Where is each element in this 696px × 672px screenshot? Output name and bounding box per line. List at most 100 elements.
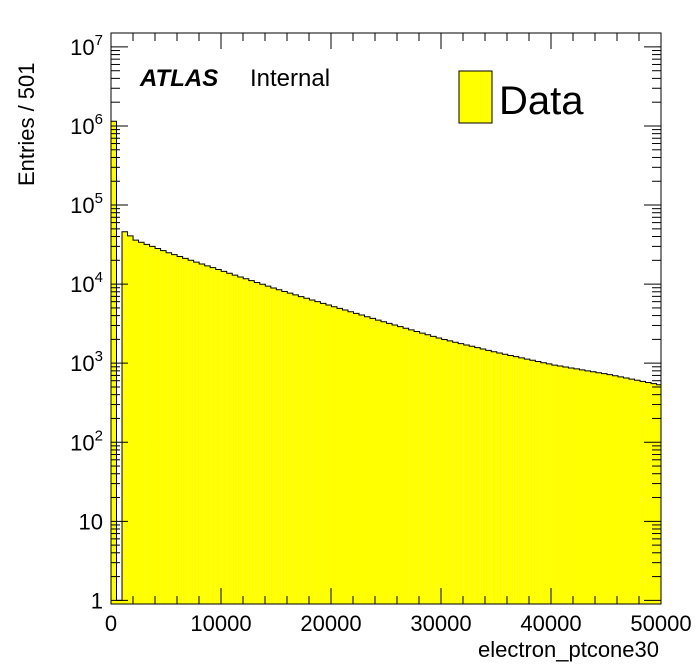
histogram-bin [298, 296, 304, 604]
histogram-bin [595, 372, 602, 604]
histogram-bin [562, 367, 569, 604]
histogram-bin [160, 250, 167, 605]
histogram-bin [425, 334, 431, 604]
y-tick-label: 104 [70, 269, 103, 297]
histogram-bin [221, 271, 227, 604]
histogram-bin [193, 262, 200, 604]
histogram-bin [485, 350, 492, 604]
histogram-bin [436, 337, 442, 604]
histogram-bin [573, 368, 580, 604]
histogram-bin [397, 326, 404, 604]
histogram-bin [303, 298, 310, 604]
histogram-bin [496, 353, 503, 604]
histogram-bin [524, 359, 530, 604]
histogram-bin [342, 310, 348, 604]
y-tick-label: 10 [79, 509, 103, 534]
histogram-bin [452, 342, 459, 604]
histogram-bin [408, 329, 415, 604]
histogram-bin [177, 256, 183, 604]
histogram-bin [336, 308, 343, 604]
histogram-bin [254, 282, 260, 604]
legend: Data [458, 70, 584, 124]
y-tick-label: 102 [70, 427, 103, 455]
histogram-bin [430, 336, 437, 604]
histogram-bin [480, 349, 486, 604]
histogram-bin [243, 278, 249, 604]
y-tick-label: 103 [70, 348, 103, 376]
histogram-bin [518, 357, 525, 604]
histogram-bin [441, 339, 448, 604]
atlas-label: ATLAS Internal [139, 65, 330, 92]
histogram-bin [166, 252, 172, 605]
histogram-bin [281, 291, 288, 604]
histogram-bin [601, 373, 607, 604]
histogram-bin [540, 362, 547, 604]
histogram-bin [182, 258, 189, 604]
plot-frame [110, 32, 662, 605]
histogram-bin [122, 231, 128, 605]
histogram-bin [640, 381, 646, 604]
histogram-bin [392, 325, 398, 604]
x-axis-title: electron_ptcone30 [478, 637, 659, 662]
histogram-bin [265, 286, 271, 604]
histogram-bin [618, 376, 624, 604]
histogram-bin [358, 315, 365, 604]
histogram-bin [292, 294, 299, 604]
histogram-bin [551, 365, 558, 604]
histogram-outline [110, 120, 662, 604]
histogram-bin [347, 311, 354, 604]
histogram-bin [568, 367, 574, 604]
histogram-bars [110, 120, 662, 605]
histogram-bin [507, 355, 514, 604]
atlas-label-text: Internal [250, 65, 330, 92]
histogram-bin [237, 276, 244, 604]
histogram-bin [469, 346, 475, 604]
histogram-bin [463, 344, 470, 604]
histogram-bin [612, 375, 619, 604]
histogram-bin [204, 265, 211, 604]
y-axis-title: Entries / 501 [14, 62, 39, 186]
legend-label: Data [499, 79, 584, 123]
histogram-bin [364, 316, 371, 604]
histogram-bin [314, 301, 321, 604]
x-tick-label: 20000 [300, 611, 361, 636]
x-tick-label: 30000 [410, 611, 471, 636]
legend-swatch [458, 70, 493, 124]
histogram-bin [171, 254, 178, 605]
y-tick-labels: 1 10 102 103 104 105 106 107 [70, 32, 103, 613]
histogram-bin [270, 287, 277, 604]
histogram-bin [276, 289, 282, 604]
histogram-bin [584, 370, 591, 604]
histogram-bin [447, 340, 453, 604]
x-tick-label: 10000 [190, 611, 251, 636]
histogram-bin [414, 331, 420, 604]
histogram-bin [331, 306, 337, 604]
histogram-bin [629, 379, 635, 604]
histogram-bin [645, 382, 652, 604]
histogram-bin [325, 305, 332, 604]
histogram-bin [535, 361, 541, 604]
histogram-bin [590, 371, 596, 604]
histogram-bin [546, 363, 552, 604]
histogram-bin [353, 313, 359, 604]
histogram-bin [127, 235, 134, 604]
y-tick-label: 107 [70, 32, 103, 60]
histogram-bin [579, 369, 585, 604]
x-tick-label: 50000 [630, 611, 691, 636]
histogram-bin [370, 318, 376, 604]
histogram-bin [491, 351, 497, 604]
histogram-bin [651, 383, 657, 604]
histogram-bin [199, 263, 205, 604]
histogram-bin [529, 360, 536, 604]
histogram-bin [215, 269, 222, 604]
histogram-bin [320, 303, 326, 604]
histogram-bin [210, 267, 216, 604]
histogram-bin [419, 333, 426, 604]
axis-ticks [110, 33, 662, 604]
histogram-bin [502, 354, 508, 604]
histogram-bin [309, 299, 315, 604]
histogram-bin [458, 343, 464, 604]
histogram-bin [386, 323, 393, 604]
histogram-bin [634, 380, 641, 604]
histogram-bin [474, 347, 481, 604]
